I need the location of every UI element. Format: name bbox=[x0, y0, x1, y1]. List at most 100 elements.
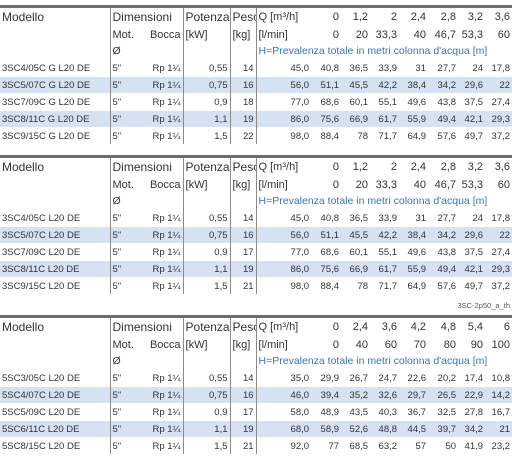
q-m3h-value: 4,2 bbox=[410, 320, 427, 333]
motor-cell: 5" bbox=[109, 59, 143, 77]
power-cell: 0,9 bbox=[182, 403, 231, 421]
motor-cell: 5" bbox=[109, 369, 143, 387]
head-value-cell: 86,0 bbox=[255, 110, 312, 128]
header-blank bbox=[0, 44, 110, 60]
q-lmin-value: 46,7 bbox=[434, 28, 457, 41]
head-value-cell: 20,2 bbox=[428, 369, 459, 387]
q-lmin-value: 0 bbox=[332, 338, 340, 351]
header-modello: Modello bbox=[2, 9, 45, 24]
motor-cell: 5" bbox=[109, 437, 143, 454]
head-value-cell: 77,0 bbox=[255, 243, 312, 261]
head-value-cell: 35,2 bbox=[341, 386, 371, 404]
header-blank bbox=[229, 44, 257, 60]
model-cell: 5SC3/05C L20 DE bbox=[0, 369, 110, 387]
motor-cell: 5" bbox=[109, 420, 143, 438]
q-lmin-value: 20 bbox=[355, 28, 369, 41]
header-potenza: Potenza bbox=[182, 8, 231, 26]
bocca-cell: Rp 1¼ bbox=[143, 437, 184, 454]
head-value-cell: 42,1 bbox=[458, 260, 486, 278]
header-blank bbox=[0, 26, 110, 44]
head-value-cell: 26,5 bbox=[428, 386, 459, 404]
weight-cell: 21 bbox=[229, 437, 257, 454]
head-value-cell: 64,9 bbox=[399, 277, 429, 294]
head-value-cell: 57,6 bbox=[428, 127, 459, 144]
header-blank bbox=[182, 354, 231, 370]
table-row: 3SC4/05C G L20 DE 5" Rp 1¼ 0,55 14 45,0 40,8 36… bbox=[0, 59, 512, 77]
head-value-cell: 27,8 bbox=[458, 403, 486, 421]
model-cell: 3SC9/15C G L20 DE bbox=[0, 127, 110, 144]
head-value-cell: 56,0 bbox=[255, 76, 312, 94]
head-value-cell: 40,8 bbox=[311, 59, 342, 77]
head-value-cell: 66,9 bbox=[341, 110, 371, 128]
header-row: Mot. Bocca [kW] [kg] [l/min] 0 20 33,3 40 46,7 53,… bbox=[0, 26, 512, 44]
table-row: 3SC5/07C L20 DE 5" Rp 1¼ 0,75 16 56,0 51,1 45,5… bbox=[0, 226, 512, 244]
header-kw: [kW] bbox=[182, 336, 231, 354]
head-value-cell: 78 bbox=[341, 277, 371, 294]
header-bocca: Bocca bbox=[149, 28, 181, 41]
q-lmin-value: 40 bbox=[413, 178, 427, 191]
head-value-cell: 88,4 bbox=[311, 277, 342, 294]
q-m3h-value: 2,4 bbox=[410, 160, 427, 173]
motor-cell: 5" bbox=[109, 277, 143, 294]
head-value-cell: 42,2 bbox=[370, 76, 400, 94]
model-cell: 5SC4/07C L20 DE bbox=[0, 386, 110, 404]
bocca-cell: Rp 1¼ bbox=[143, 59, 184, 77]
table-row: 3SC4/05C L20 DE 5" Rp 1¼ 0,55 14 45,0 40,8 36,5… bbox=[0, 209, 512, 227]
performance-table-block: Modello DimensioniPotenzaPesoQ [m³/h] 0 1,2… bbox=[0, 5, 512, 144]
power-cell: 1,5 bbox=[182, 277, 231, 294]
header-diam: Ø bbox=[109, 354, 143, 370]
head-value-cell: 27,7 bbox=[428, 209, 459, 227]
header-potenza: Potenza bbox=[182, 158, 231, 176]
header-bocca: Bocca bbox=[149, 178, 181, 191]
head-value-cell: 78 bbox=[341, 127, 371, 144]
q-lmin-value: 33,3 bbox=[375, 28, 398, 41]
q-lmin-value: 70 bbox=[413, 338, 427, 351]
head-value-cell: 45,5 bbox=[341, 226, 371, 244]
table-row: 5SC3/05C L20 DE 5" Rp 1¼ 0,55 14 35,0 29,9 26,7… bbox=[0, 369, 512, 387]
motor-cell: 5" bbox=[109, 209, 143, 227]
head-value-cell: 57 bbox=[399, 437, 429, 454]
table-row: 3SC8/11C L20 DE 5" Rp 1¼ 1,1 19 86,0 75,6 66,9 6… bbox=[0, 260, 512, 278]
head-value-cell: 60,1 bbox=[341, 93, 371, 111]
table-row: 5SC8/15C L20 DE 5" Rp 1¼ 1,5 21 92,0 77 68,5 63,… bbox=[0, 437, 512, 454]
header-peso: Peso bbox=[229, 158, 257, 176]
header-dimensioni: Dimensioni bbox=[109, 158, 184, 176]
head-value-cell: 35,0 bbox=[255, 369, 312, 387]
head-value-cell: 92,0 bbox=[255, 437, 312, 454]
header-blank bbox=[0, 176, 110, 194]
head-value-cell: 56,0 bbox=[255, 226, 312, 244]
power-cell: 0,75 bbox=[182, 386, 231, 404]
head-value-cell: 48,8 bbox=[370, 420, 400, 438]
weight-cell: 17 bbox=[229, 403, 257, 421]
motor-cell: 5" bbox=[109, 127, 143, 144]
performance-table: Modello DimensioniPotenzaPesoQ [m³/h] 0 1,2… bbox=[0, 158, 512, 294]
model-cell: 3SC5/07C G L20 DE bbox=[0, 76, 110, 94]
power-cell: 1,5 bbox=[182, 127, 231, 144]
weight-cell: 17 bbox=[229, 243, 257, 261]
bocca-cell: Rp 1¼ bbox=[143, 277, 184, 294]
head-value-cell: 51,1 bbox=[311, 226, 342, 244]
header-q-m3h: Q [m³/h] bbox=[255, 158, 312, 176]
q-m3h-value: 0 bbox=[332, 10, 340, 23]
header-row: Mot.Bocca[kW][kg][l/min]0406070809010012… bbox=[0, 336, 512, 354]
head-value-cell: 21 bbox=[485, 420, 512, 438]
header-row: Modello DimensioniPotenzaPesoQ [m³/h] 0 2,4… bbox=[0, 318, 512, 336]
q-m3h-value: 2,4 bbox=[410, 10, 427, 23]
head-value-cell: 34,2 bbox=[458, 420, 486, 438]
motor-cell: 5" bbox=[109, 403, 143, 421]
q-lmin-value: 33,3 bbox=[375, 178, 398, 191]
table-row: 3SC9/15C L20 DE 5" Rp 1¼ 1,5 21 98,0 88,4 78 71,… bbox=[0, 277, 512, 294]
header-diam: Ø bbox=[109, 194, 143, 210]
head-value-cell: 77,0 bbox=[255, 93, 312, 111]
q-m3h-value: 3,6 bbox=[494, 160, 511, 173]
head-value-cell: 45,5 bbox=[341, 76, 371, 94]
header-row: Modello DimensioniPotenzaPesoQ [m³/h] 0 1,2… bbox=[0, 158, 512, 176]
performance-table-block: Modello DimensioniPotenzaPesoQ [m³/h] 0 2,4… bbox=[0, 315, 512, 454]
q-m3h-value: 3,2 bbox=[467, 160, 484, 173]
header-mot: Mot. bbox=[109, 176, 143, 194]
head-value-cell: 32,6 bbox=[370, 386, 400, 404]
head-value-cell: 42,1 bbox=[458, 110, 486, 128]
power-cell: 0,9 bbox=[182, 243, 231, 261]
header-blank bbox=[0, 354, 110, 370]
bocca-cell: Rp 1¼ bbox=[143, 110, 184, 128]
